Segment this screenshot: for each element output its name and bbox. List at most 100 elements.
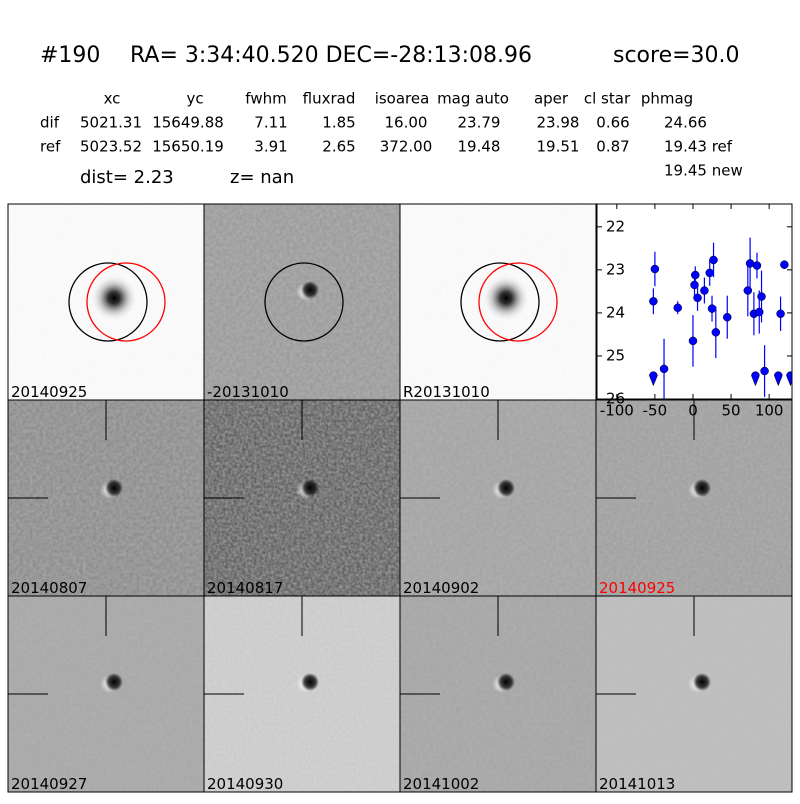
upper-limit: [786, 371, 792, 387]
source: [301, 673, 319, 691]
panel-label: 20140927: [11, 775, 87, 793]
image-panel: 20140930: [203, 595, 401, 793]
panel-label: -20131010: [207, 383, 289, 401]
point: [705, 268, 714, 278]
table-cell: 19.48: [458, 138, 501, 156]
point: [649, 297, 658, 306]
image-panel: 20140925: [595, 399, 793, 597]
score: score=30.0: [613, 43, 740, 68]
column-header: xc: [104, 90, 121, 108]
panel-label: 20140807: [11, 579, 87, 597]
column-header: phmag: [641, 90, 693, 108]
table-cell: 15649.88: [152, 114, 224, 132]
point: [776, 309, 785, 319]
column-header: fluxrad: [303, 90, 356, 108]
row-label: ref: [40, 138, 61, 156]
image-panel: 20140902: [399, 399, 597, 597]
panel-label: 20140902: [403, 579, 479, 597]
image-panel: 20141013: [595, 595, 793, 793]
row-label: dif: [40, 114, 60, 132]
image-panel: 20140925: [7, 203, 205, 401]
table-cell: 23.98: [537, 114, 580, 132]
point: [723, 312, 732, 322]
table-cell: 372.00: [380, 138, 433, 156]
panel-label: 20140925: [599, 579, 675, 597]
table-cell: 1.85: [322, 114, 355, 132]
panels: 20140925 -20131010 R20131010 20140807 201408…: [7, 203, 793, 793]
panel-label: 20141013: [599, 775, 675, 793]
column-header: mag auto: [437, 90, 509, 108]
image-panel: 20140927: [7, 595, 205, 793]
panel-noise: [204, 204, 400, 400]
column-header: fwhm: [245, 90, 286, 108]
point: [673, 303, 682, 312]
y-tick-label: 23: [606, 260, 625, 278]
x-tick-label: -100: [600, 402, 634, 420]
panel-label: 20141002: [403, 775, 479, 793]
table-cell: 7.11: [254, 114, 287, 132]
panel-frame: [595, 595, 793, 793]
source: [693, 673, 711, 691]
source: [301, 479, 319, 497]
source: [105, 479, 123, 497]
redshift: z= nan: [230, 167, 294, 188]
column-header: aper: [534, 90, 569, 108]
panel-label: R20131010: [403, 383, 490, 401]
point: [757, 292, 766, 301]
aperture: [264, 262, 344, 342]
table-cell: 5021.31: [80, 114, 142, 132]
panel-label: 20140930: [207, 775, 283, 793]
y-tick-label: 25: [606, 346, 625, 364]
point: [688, 336, 698, 346]
point: [659, 364, 669, 374]
upper-limit: [751, 371, 760, 387]
aperture: [68, 262, 148, 342]
point: [650, 264, 660, 274]
column-header: isoarea: [375, 90, 430, 108]
x-tick-label: 100: [755, 402, 784, 420]
phmag-new: 19.45 new: [664, 162, 743, 180]
panel-label: 20140817: [207, 579, 283, 597]
table-cell: 19.43 ref: [664, 138, 733, 156]
aperture-ref: [86, 262, 166, 342]
source: [497, 479, 515, 497]
upper-limit: [649, 371, 658, 387]
table-cell: 24.66: [664, 114, 707, 132]
x-tick-label: 50: [722, 402, 741, 420]
source: [301, 281, 319, 299]
coordinates: RA= 3:34:40.520 DEC=-28:13:08.96: [130, 43, 532, 68]
point: [752, 261, 762, 270]
table-cell: 5023.52: [80, 138, 142, 156]
upper-limit: [774, 371, 783, 387]
y-tick-label: 24: [606, 303, 625, 321]
image-panel: -20131010: [203, 203, 401, 401]
image-panel: 20140807: [7, 399, 205, 597]
point: [709, 255, 718, 265]
table-cell: 3.91: [254, 138, 287, 156]
point: [693, 293, 702, 303]
image-panel: 20141002: [399, 595, 597, 793]
point: [691, 270, 700, 280]
panel-label: 20140925: [11, 383, 87, 401]
column-header: yc: [186, 90, 203, 108]
table-cell: 2.65: [322, 138, 355, 156]
plot-data: [649, 237, 792, 399]
table-cell: 15650.19: [152, 138, 224, 156]
source: [497, 673, 515, 691]
table-cell: 19.51: [537, 138, 580, 156]
point: [690, 280, 699, 290]
plot-frame: [596, 203, 793, 400]
table-cell: 23.79: [458, 114, 501, 132]
point: [711, 328, 721, 337]
image-panel: R20131010: [399, 203, 597, 401]
point: [707, 304, 717, 313]
point: [700, 286, 709, 295]
dist: dist= 2.23: [80, 167, 174, 188]
y-tick-label: 22: [606, 217, 625, 235]
aperture: [460, 262, 540, 342]
x-tick-label: 0: [688, 402, 698, 420]
point: [780, 260, 789, 269]
source: [693, 479, 711, 497]
